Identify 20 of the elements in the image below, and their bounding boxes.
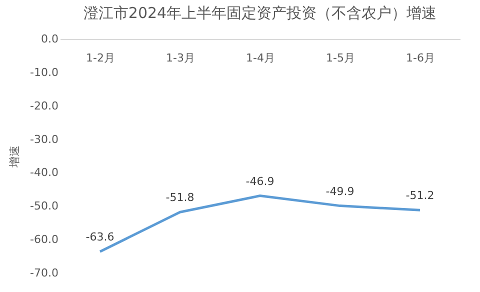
data-label: -51.8 — [166, 191, 194, 204]
data-label: -51.2 — [406, 189, 434, 202]
chart-title: 澄江市2024年上半年固定资产投资（不含农户）增速 — [83, 4, 437, 22]
x-tick-label: 1-4月 — [246, 52, 275, 64]
x-tick-label: 1-2月 — [86, 52, 115, 64]
y-tick-label: -40.0 — [30, 166, 58, 180]
y-axis-title: 增速 — [8, 146, 22, 168]
y-tick-label: 0.0 — [41, 32, 58, 46]
y-tick-label: -10.0 — [30, 66, 58, 79]
data-label: -46.9 — [246, 174, 274, 188]
data-label: -49.9 — [326, 184, 354, 198]
x-tick-label: 1-5月 — [326, 52, 355, 64]
y-tick-label: -30.0 — [30, 132, 58, 146]
y-tick-label: -70.0 — [30, 266, 58, 280]
x-tick-label: 1-6月 — [406, 52, 435, 64]
y-tick-label: -20.0 — [30, 99, 58, 112]
y-tick-label: -60.0 — [30, 233, 58, 246]
y-tick-label: -50.0 — [30, 200, 58, 213]
x-tick-label: 1-3月 — [166, 52, 195, 64]
data-label: -63.6 — [86, 230, 114, 244]
